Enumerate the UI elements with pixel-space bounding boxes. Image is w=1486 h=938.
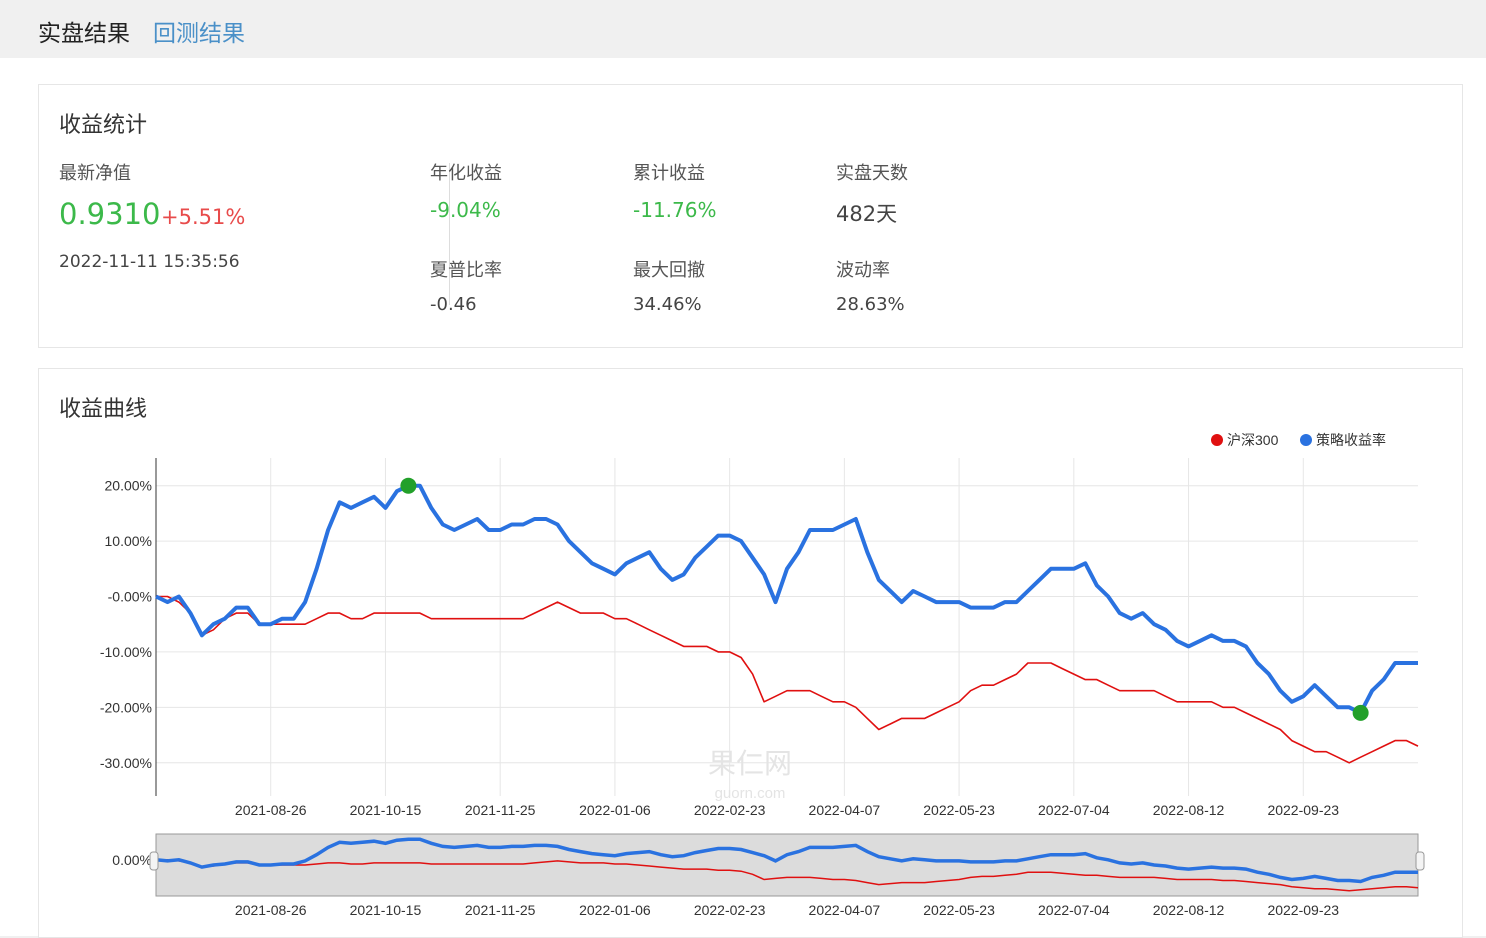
navigator-x-tick-label: 2022-08-12 bbox=[1153, 902, 1225, 918]
navigator-window[interactable] bbox=[155, 833, 1419, 897]
live-days-label: 实盘天数 bbox=[836, 163, 908, 184]
navigator-x-tick-label: 2021-11-25 bbox=[465, 902, 536, 918]
navigator-y-tick-label: 0.00% bbox=[112, 852, 152, 868]
x-tick-label: 2022-05-23 bbox=[923, 802, 995, 818]
navigator-x-tick-label: 2022-02-23 bbox=[694, 902, 766, 918]
x-tick-label: 2022-08-12 bbox=[1153, 802, 1225, 818]
curve-title: 收益曲线 bbox=[59, 397, 148, 422]
y-tick-label: 20.00% bbox=[105, 478, 152, 494]
navigator-handle-left[interactable] bbox=[149, 851, 159, 871]
sharpe-value: -0.46 bbox=[430, 294, 477, 315]
navigator-x-tick-label: 2021-10-15 bbox=[350, 902, 422, 918]
x-tick-label: 2022-09-23 bbox=[1267, 802, 1339, 818]
live-days-value: 482天 bbox=[836, 202, 898, 226]
y-tick-label: -20.00% bbox=[100, 699, 152, 715]
cumulative-return-label: 累计收益 bbox=[633, 163, 705, 184]
nav-timestamp: 2022-11-11 15:35:56 bbox=[59, 252, 240, 272]
x-tick-label: 2022-01-06 bbox=[579, 802, 651, 818]
x-tick-label: 2021-11-25 bbox=[465, 802, 536, 818]
volatility-value: 28.63% bbox=[836, 294, 905, 315]
legend-dot-strategy[interactable] bbox=[1300, 434, 1312, 446]
y-tick-label: -10.00% bbox=[100, 644, 152, 660]
x-tick-label: 2021-08-26 bbox=[235, 802, 307, 818]
x-tick-label: 2022-07-04 bbox=[1038, 802, 1110, 818]
navigator-x-tick-label: 2022-04-07 bbox=[809, 902, 881, 918]
annual-return-label: 年化收益 bbox=[430, 163, 502, 184]
x-tick-label: 2022-04-07 bbox=[809, 802, 881, 818]
navigator-x-tick-label: 2022-07-04 bbox=[1038, 902, 1110, 918]
return-curve-chart: 20.00% 10.00% -0.00% -10.00% -20.00% -30.00% 2… bbox=[100, 432, 1425, 918]
tab-bar: 实盘结果 回测结果 bbox=[0, 0, 1486, 62]
navigator-x-tick-label: 2022-05-23 bbox=[923, 902, 995, 918]
tab-backtest-results[interactable]: 回测结果 bbox=[153, 21, 245, 47]
y-tick-label: -0.00% bbox=[108, 589, 152, 605]
y-tick-label: -30.00% bbox=[100, 755, 152, 771]
x-tick-label: 2022-02-23 bbox=[694, 802, 766, 818]
tab-live-results[interactable]: 实盘结果 bbox=[38, 14, 130, 62]
annual-return-value: -9.04% bbox=[430, 198, 501, 222]
stats-divider bbox=[449, 163, 450, 305]
content-area: 收益统计 最新净值 0.9310 +5.51% 2022-11-11 15:35… bbox=[0, 58, 1486, 938]
legend-label-hs300[interactable]: 沪深300 bbox=[1227, 432, 1279, 448]
nav-label: 最新净值 bbox=[59, 163, 131, 184]
legend-dot-hs300[interactable] bbox=[1211, 434, 1223, 446]
navigator-line-strategy bbox=[155, 837, 1418, 884]
extreme-marker bbox=[400, 477, 417, 494]
stats-card: 收益统计 最新净值 0.9310 +5.51% 2022-11-11 15:35… bbox=[38, 84, 1463, 348]
y-tick-label: 10.00% bbox=[105, 533, 152, 549]
watermark-en: guorn.com bbox=[715, 785, 786, 802]
watermark-cn: 果仁网 bbox=[708, 748, 792, 779]
navigator-line-hs300 bbox=[156, 859, 1419, 892]
volatility-label: 波动率 bbox=[836, 260, 890, 281]
sharpe-label: 夏普比率 bbox=[430, 260, 502, 281]
x-tick-label: 2021-10-15 bbox=[350, 802, 422, 818]
navigator-x-tick-label: 2021-08-26 bbox=[235, 902, 307, 918]
navigator-handle-right[interactable] bbox=[1415, 851, 1425, 871]
legend-label-strategy[interactable]: 策略收益率 bbox=[1316, 432, 1386, 448]
cumulative-return-value: -11.76% bbox=[633, 198, 717, 222]
max-drawdown-value: 34.46% bbox=[633, 294, 702, 315]
series-line-strategy bbox=[155, 483, 1418, 715]
series-line-hs300 bbox=[156, 595, 1419, 764]
stats-title: 收益统计 bbox=[59, 113, 148, 138]
navigator-x-tick-label: 2022-09-23 bbox=[1267, 902, 1339, 918]
navigator-x-tick-label: 2022-01-06 bbox=[579, 902, 651, 918]
nav-change: +5.51% bbox=[161, 205, 246, 229]
extreme-marker bbox=[1352, 704, 1369, 721]
nav-value: 0.9310 bbox=[59, 197, 161, 231]
watermark: 果仁网 guorn.com bbox=[708, 748, 792, 802]
max-drawdown-label: 最大回撤 bbox=[633, 260, 705, 281]
